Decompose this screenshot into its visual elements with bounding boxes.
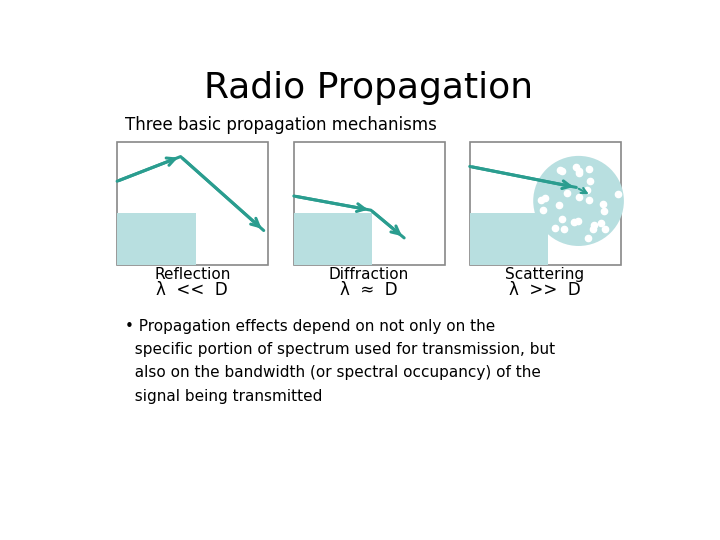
Text: Three basic propagation mechanisms: Three basic propagation mechanisms <box>125 116 437 134</box>
Text: λ  >>  D: λ >> D <box>509 281 581 299</box>
Bar <box>117 213 196 265</box>
Text: Diffraction: Diffraction <box>329 267 409 282</box>
Text: λ  <<  D: λ << D <box>156 281 228 299</box>
Text: Reflection: Reflection <box>154 267 230 282</box>
Bar <box>294 213 372 265</box>
Bar <box>294 142 445 265</box>
Text: Scattering: Scattering <box>505 267 585 282</box>
Text: • Propagation effects depend on not only on the
  specific portion of spectrum u: • Propagation effects depend on not only… <box>125 319 555 404</box>
Bar <box>469 142 621 265</box>
Text: λ  ≈  D: λ ≈ D <box>340 281 398 299</box>
Bar <box>117 142 269 265</box>
Text: Radio Propagation: Radio Propagation <box>204 71 534 105</box>
Circle shape <box>534 156 624 246</box>
Bar <box>469 213 549 265</box>
